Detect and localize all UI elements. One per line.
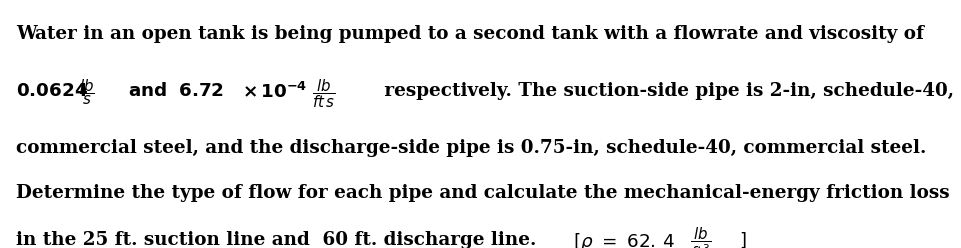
Text: respectively. The suction-side pipe is 2-in, schedule-40,: respectively. The suction-side pipe is 2…: [378, 82, 953, 100]
Text: $\dfrac{lb}{ft\,s}$: $\dfrac{lb}{ft\,s}$: [312, 77, 335, 110]
Text: Water in an open tank is being pumped to a second tank with a flowrate and visco: Water in an open tank is being pumped to…: [16, 25, 924, 43]
Text: $\dfrac{lb}{ft^{3}}$: $\dfrac{lb}{ft^{3}}$: [690, 226, 711, 248]
Text: commercial steel, and the discharge-side pipe is 0.75-in, schedule-40, commercia: commercial steel, and the discharge-side…: [16, 139, 926, 157]
Text: $\dfrac{lb}{s}$: $\dfrac{lb}{s}$: [79, 77, 94, 107]
Text: $\mathbf{0.0624}$: $\mathbf{0.0624}$: [16, 82, 88, 100]
Text: $\mathbf{\times\,10^{-4}}$: $\mathbf{\times\,10^{-4}}$: [242, 82, 308, 102]
Text: Determine the type of flow for each pipe and calculate the mechanical-energy fri: Determine the type of flow for each pipe…: [16, 184, 950, 202]
Text: $\mathbf{and}$  $\mathbf{6.72}$: $\mathbf{and}$ $\mathbf{6.72}$: [128, 82, 224, 100]
Text: in the 25 ft. suction line and  60 ft. discharge line.: in the 25 ft. suction line and 60 ft. di…: [16, 231, 536, 248]
Text: $[\rho\ =\ 62.\,4$: $[\rho\ =\ 62.\,4$: [573, 231, 675, 248]
Text: $]$: $]$: [739, 231, 747, 248]
